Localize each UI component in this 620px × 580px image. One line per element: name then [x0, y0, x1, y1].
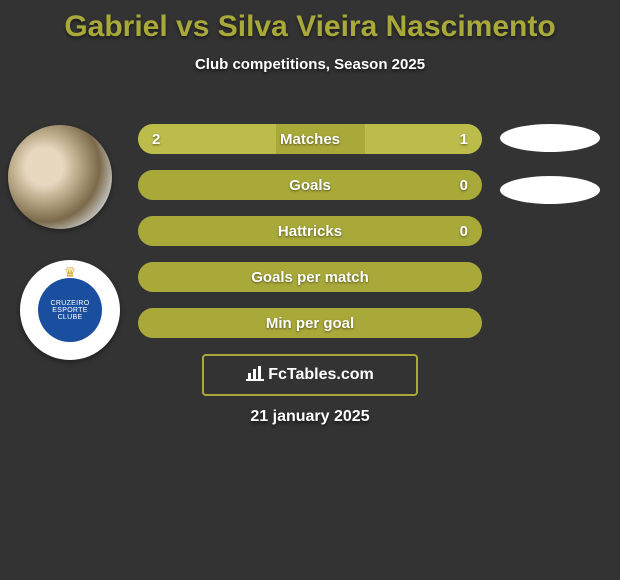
stat-value-right: 0: [460, 177, 468, 194]
crown-icon: ♛: [64, 264, 77, 281]
stat-bar-label: Matches: [138, 131, 482, 148]
stat-bar: Matches2 1: [138, 124, 482, 154]
player-left-avatar: [8, 125, 112, 229]
stat-bar: Hattricks0: [138, 216, 482, 246]
player-right-club-logo: [500, 176, 600, 204]
stat-bar: Goals per match: [138, 262, 482, 292]
club-badge-inner: CRUZEIROESPORTECLUBE: [38, 278, 102, 342]
stats-bars: Matches21Goals0Hattricks0Goals per match…: [138, 124, 482, 354]
player-right-avatar: [500, 124, 600, 152]
stat-bar: Goals0: [138, 170, 482, 200]
date-line: 21 january 2025: [0, 408, 620, 426]
page-title: Gabriel vs Silva Vieira Nascimento: [0, 0, 620, 44]
stat-bar-label: Goals per match: [138, 269, 482, 286]
branding-text: FcTables.com: [268, 366, 374, 384]
branding-box[interactable]: FcTables.com: [202, 354, 418, 396]
page-subtitle: Club competitions, Season 2025: [0, 56, 620, 73]
stat-bar-label: Hattricks: [138, 223, 482, 240]
club-badge-text: CRUZEIROESPORTECLUBE: [51, 300, 90, 321]
stat-value-right: 0: [460, 223, 468, 240]
stat-bar-label: Min per goal: [138, 315, 482, 332]
stat-value-left: 2: [152, 131, 160, 148]
stat-bar: Min per goal: [138, 308, 482, 338]
player-left-club-logo: ♛ CRUZEIROESPORTECLUBE: [20, 260, 120, 360]
stat-bar-label: Goals: [138, 177, 482, 194]
chart-icon: [246, 365, 264, 386]
stat-value-right: 1: [460, 131, 468, 148]
